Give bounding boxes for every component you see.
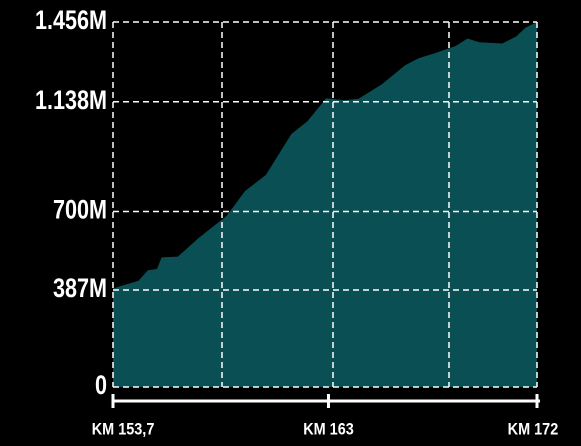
x-tick-label: KM 172	[508, 420, 559, 438]
x-tick-label: KM 153,7	[92, 420, 155, 438]
vertical-grid	[112, 22, 538, 387]
y-tick-label: 387M	[53, 274, 107, 304]
y-tick-label: 700M	[53, 195, 107, 225]
x-tick-label: KM 163	[303, 420, 354, 438]
y-tick-label: 1.138M	[35, 86, 107, 116]
y-tick-label: 0	[95, 371, 107, 401]
area	[113, 22, 537, 387]
y-tick-label: 1.456M	[35, 6, 107, 36]
